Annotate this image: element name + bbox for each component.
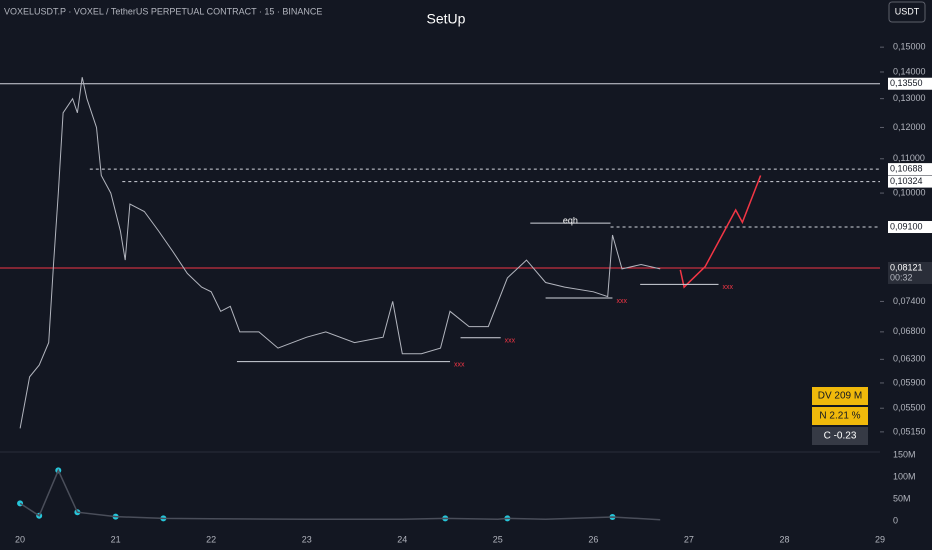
y-tick-label: 0,10000 xyxy=(893,187,926,197)
stat: C -0.23 xyxy=(824,431,857,442)
bracket-label: xxx xyxy=(454,361,465,368)
stat-box xyxy=(812,407,868,425)
level-label: 0,10688 xyxy=(890,164,923,174)
x-tick-label: 21 xyxy=(111,534,121,544)
x-tick-label: 25 xyxy=(493,534,503,544)
volume-tick-label: 100M xyxy=(893,471,916,481)
level-label: 0,13550 xyxy=(890,78,923,88)
y-tick-label: 0,12000 xyxy=(893,122,926,132)
volume-tick-label: 150M xyxy=(893,449,916,459)
y-tick-label: 0,13000 xyxy=(893,93,926,103)
level-tag xyxy=(888,261,932,284)
y-tick-label: 0,05150 xyxy=(893,426,926,436)
x-tick-label: 29 xyxy=(875,534,885,544)
volume-line xyxy=(19,468,661,521)
price-line xyxy=(19,77,661,429)
y-tick-label: 0,11000 xyxy=(893,153,925,163)
currency[interactable]: USDT xyxy=(895,6,920,16)
y-tick-label: 0,05500 xyxy=(893,403,926,413)
stat: DV 209 M xyxy=(818,391,862,402)
chart-title: SetUp xyxy=(427,11,466,27)
volume-tick-label: 50M xyxy=(893,493,911,503)
y-tick-label: 0,05900 xyxy=(893,377,926,387)
stat-box xyxy=(812,427,868,445)
bracket-label: xxx xyxy=(616,298,627,305)
level-label: 0,08121 xyxy=(890,262,923,272)
level-label: 0,09100 xyxy=(890,221,923,231)
bracket-label: xxx xyxy=(723,284,734,291)
symbol: VOXELUSDT.P · VOXEL / TetherUS PERPETUAL… xyxy=(4,6,322,16)
y-tick-label: 0,14000 xyxy=(893,66,926,76)
y-tick-label: 0,06300 xyxy=(893,354,926,364)
x-tick-label: 23 xyxy=(302,534,312,544)
x-tick-label: 26 xyxy=(588,534,598,544)
level-tag xyxy=(888,163,932,176)
level-tag xyxy=(888,77,932,90)
x-tick-label: 20 xyxy=(15,534,25,544)
level-tag xyxy=(888,175,932,188)
x-tick-label: 28 xyxy=(779,534,789,544)
currency-box[interactable] xyxy=(888,1,926,23)
bracket-label: xxx xyxy=(505,338,516,345)
stat: N 2.21 % xyxy=(819,411,860,422)
y-tick-label: 0,15000 xyxy=(893,42,926,52)
bracket-label: eqh xyxy=(563,215,578,225)
x-tick-label: 22 xyxy=(206,534,216,544)
stat-box xyxy=(812,387,868,405)
x-tick-label: 24 xyxy=(397,534,407,544)
x-tick-label: 27 xyxy=(684,534,694,544)
volume-tick-label: 0 xyxy=(893,515,898,525)
y-tick-label: 0,07400 xyxy=(893,296,926,306)
y-tick-label: 0,06800 xyxy=(893,326,926,336)
level-label: 0,10324 xyxy=(890,176,923,186)
level-tag xyxy=(888,221,932,234)
price-timer: 00:32 xyxy=(890,272,913,282)
